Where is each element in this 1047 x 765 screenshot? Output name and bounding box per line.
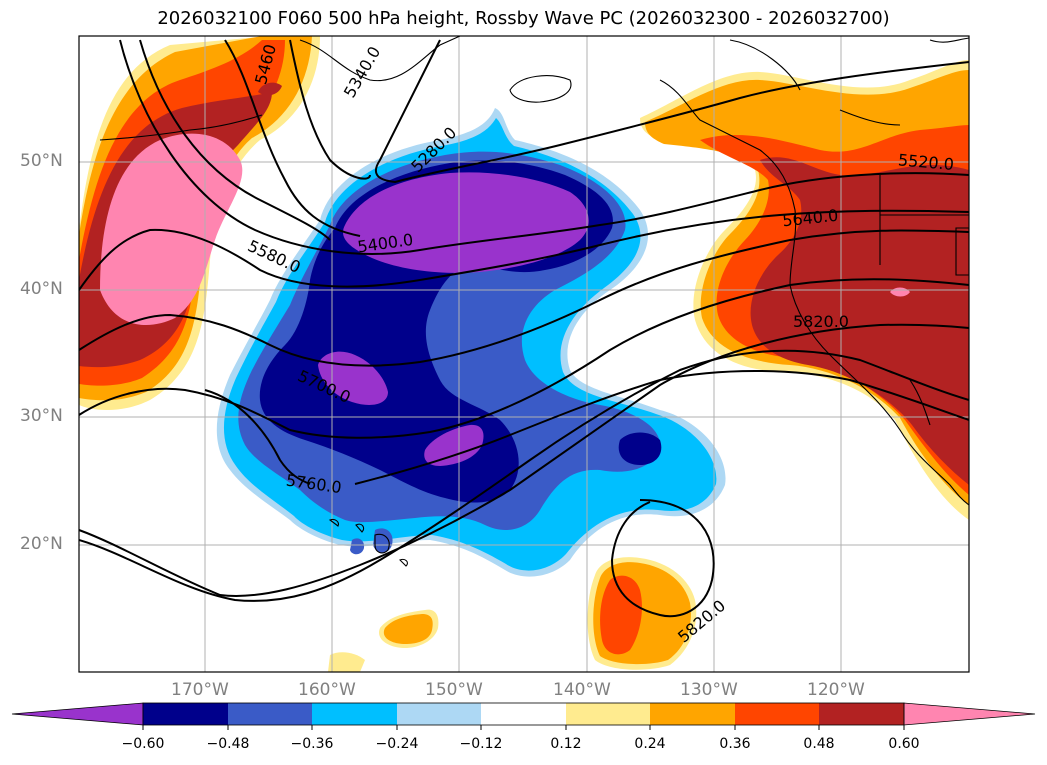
lat-label-40n: 40°N <box>20 279 63 299</box>
coastlines <box>99 36 969 567</box>
colorbar-segment <box>143 703 228 725</box>
graticule <box>79 36 969 672</box>
height-contours <box>79 39 969 618</box>
map-title: 2026032100 F060 500 hPa height, Rossby W… <box>157 8 890 29</box>
colorbar-segment <box>566 703 650 725</box>
colorbar-segment-min-extend <box>11 702 144 726</box>
contour-label-5820: 5820.0 <box>793 312 849 331</box>
colorbar-tick-label: 0.60 <box>888 736 920 752</box>
lon-label-120w: 120°W <box>807 680 865 700</box>
colorbar-tick-label: −0.60 <box>121 736 165 752</box>
lon-label-170w: 170°W <box>171 680 229 700</box>
lat-label-20n: 20°N <box>20 534 63 554</box>
colorbar-tick-label: −0.24 <box>375 736 419 752</box>
colorbar-tick-label: 0.48 <box>803 736 835 752</box>
colorbar-tick-label: −0.48 <box>206 736 250 752</box>
map-frame <box>78 35 970 673</box>
colorbar-tick-label: 0.24 <box>634 736 666 752</box>
lon-label-140w: 140°W <box>553 680 611 700</box>
colorbar-segment <box>650 703 735 725</box>
colorbar-tick-label: 0.12 <box>550 736 582 752</box>
colorbar-segment <box>481 703 566 725</box>
lat-label-50n: 50°N <box>20 151 63 171</box>
colorbar-segment <box>819 703 904 725</box>
colorbar-tick-label: −0.12 <box>459 736 503 752</box>
lon-label-150w: 150°W <box>425 680 483 700</box>
shaded-field: 5460 5340.0 5280.0 5520.0 5400.0 5640.0 … <box>79 36 969 672</box>
colorbar-segment <box>397 703 481 725</box>
lon-label-130w: 130°W <box>680 680 738 700</box>
lat-label-30n: 30°N <box>20 406 63 426</box>
contour-label-5520: 5520.0 <box>897 150 954 174</box>
colorbar-segment <box>312 703 397 725</box>
colorbar-segment <box>735 703 819 725</box>
colorbar <box>11 702 1036 730</box>
colorbar-tick-label: −0.36 <box>290 736 334 752</box>
colorbar-segment <box>228 703 312 725</box>
colorbar-tick-label: 0.36 <box>719 736 751 752</box>
colorbar-segment-max-extend <box>903 702 1036 726</box>
lon-label-160w: 160°W <box>298 680 356 700</box>
